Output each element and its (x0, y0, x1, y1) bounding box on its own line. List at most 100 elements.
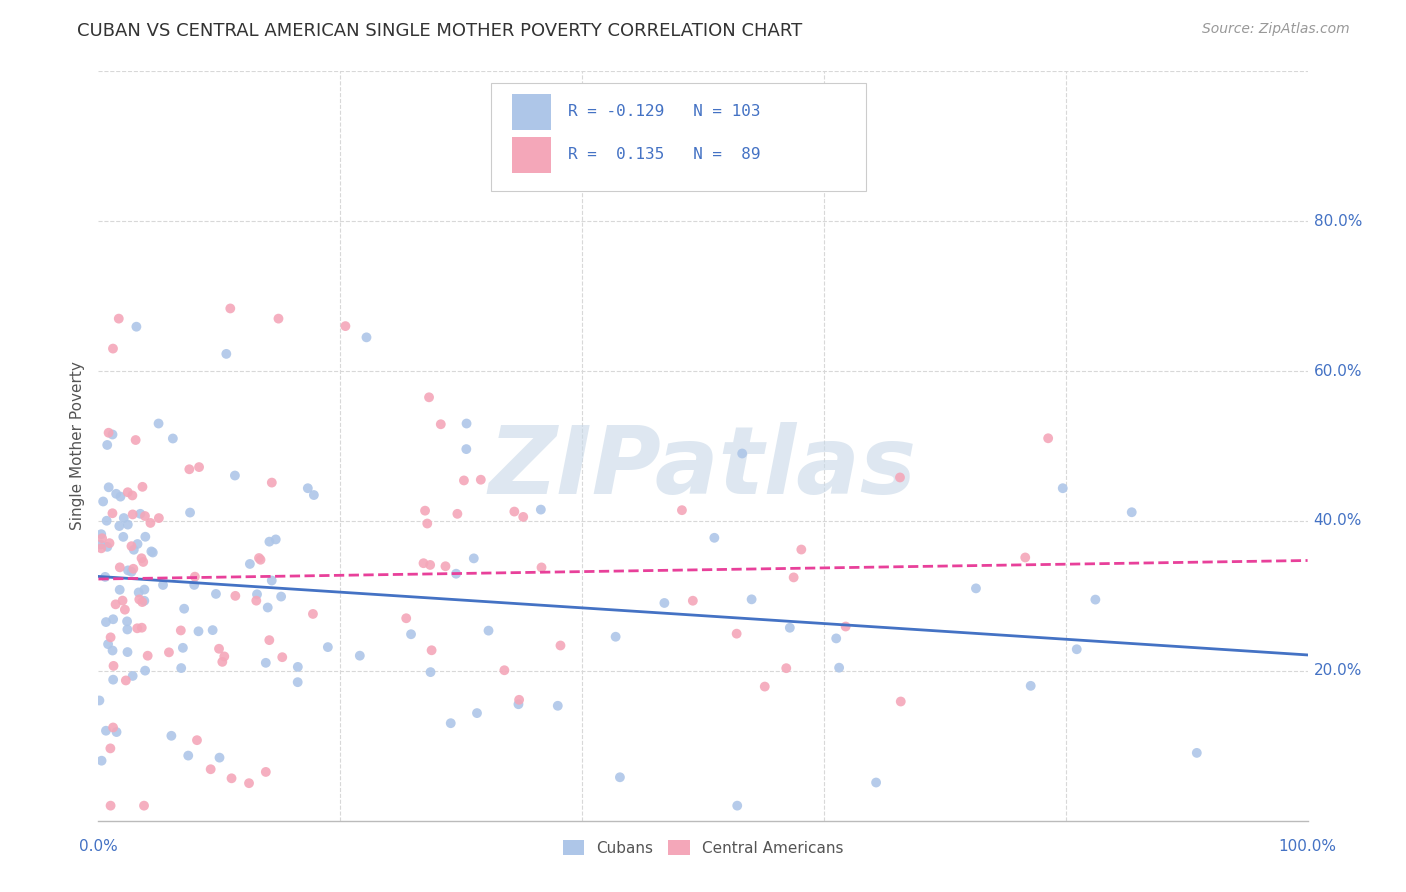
Point (413, 504, 436, 518)
Point (725, 798, 748, 813)
Point (302, 488, 325, 502)
Point (141, 544, 163, 558)
Point (453, 474, 475, 488)
Point (148, 417, 170, 431)
Point (249, 553, 271, 567)
Point (465, 706, 488, 720)
Point (270, 590, 292, 604)
Point (90, 754, 112, 768)
Point (101, 673, 124, 687)
Point (271, 650, 294, 665)
Point (259, 633, 281, 648)
Point (430, 417, 453, 432)
Point (170, 624, 193, 638)
Point (530, 560, 553, 574)
Point (731, 446, 754, 460)
Point (1121, 505, 1143, 519)
Point (463, 551, 485, 566)
Point (125, 319, 148, 334)
Point (790, 542, 813, 557)
Point (184, 569, 207, 583)
Point (121, 488, 143, 502)
Point (316, 640, 339, 654)
Point (215, 347, 238, 361)
Text: 60.0%: 60.0% (1313, 364, 1362, 378)
Point (186, 733, 208, 747)
Point (221, 772, 243, 786)
Bar (512, 136, 551, 172)
Point (254, 764, 277, 779)
Point (117, 563, 139, 577)
Point (131, 551, 153, 566)
Point (98, 741, 121, 756)
Point (440, 716, 463, 731)
Point (112, 530, 135, 544)
Point (419, 665, 441, 680)
Point (134, 664, 156, 678)
Point (170, 661, 193, 675)
Point (117, 485, 139, 500)
Point (682, 593, 704, 607)
Point (131, 621, 153, 635)
Point (419, 558, 441, 572)
Point (128, 585, 150, 599)
Point (122, 562, 145, 576)
Point (134, 582, 156, 597)
Point (775, 661, 797, 675)
Point (162, 432, 184, 446)
Y-axis label: Single Mother Poverty: Single Mother Poverty (69, 361, 84, 531)
Point (134, 530, 156, 544)
Point (508, 697, 530, 711)
Point (100, 631, 122, 645)
Point (609, 770, 631, 784)
Text: CUBAN VS CENTRAL AMERICAN SINGLE MOTHER POVERTY CORRELATION CHART: CUBAN VS CENTRAL AMERICAN SINGLE MOTHER … (77, 22, 803, 40)
Point (399, 627, 422, 641)
Point (412, 556, 434, 570)
Point (456, 417, 478, 431)
Text: 80.0%: 80.0% (1313, 214, 1362, 228)
Point (94, 615, 117, 629)
Point (117, 517, 139, 532)
Point (825, 632, 848, 646)
Point (111, 593, 134, 607)
Point (129, 507, 152, 521)
Point (101, 643, 124, 657)
Point (117, 645, 139, 659)
Point (100, 798, 122, 813)
Point (512, 510, 534, 524)
Point (208, 750, 231, 764)
Point (90, 527, 112, 541)
Point (211, 655, 233, 669)
Point (105, 487, 128, 501)
Point (508, 693, 530, 707)
Point (416, 516, 439, 531)
Point (121, 539, 143, 553)
Point (335, 319, 357, 334)
Point (105, 725, 128, 739)
Point (90, 538, 112, 552)
Point (1066, 642, 1088, 657)
Point (127, 537, 149, 551)
Point (97, 637, 120, 651)
Point (98, 536, 121, 550)
Point (238, 776, 260, 790)
Point (110, 490, 132, 504)
Point (260, 475, 283, 490)
Point (779, 621, 801, 635)
Text: 20.0%: 20.0% (1313, 664, 1362, 678)
Text: R =  0.135   N =  89: R = 0.135 N = 89 (568, 147, 761, 162)
Point (101, 427, 124, 442)
Point (456, 442, 478, 456)
Point (177, 748, 200, 763)
Point (91, 494, 114, 508)
Point (96, 514, 118, 528)
Point (224, 468, 246, 483)
Point (703, 531, 725, 545)
Point (94, 570, 117, 584)
Point (115, 615, 138, 629)
Point (115, 673, 138, 688)
Point (302, 607, 325, 621)
Point (741, 592, 763, 607)
Point (114, 602, 136, 616)
Point (239, 557, 262, 571)
